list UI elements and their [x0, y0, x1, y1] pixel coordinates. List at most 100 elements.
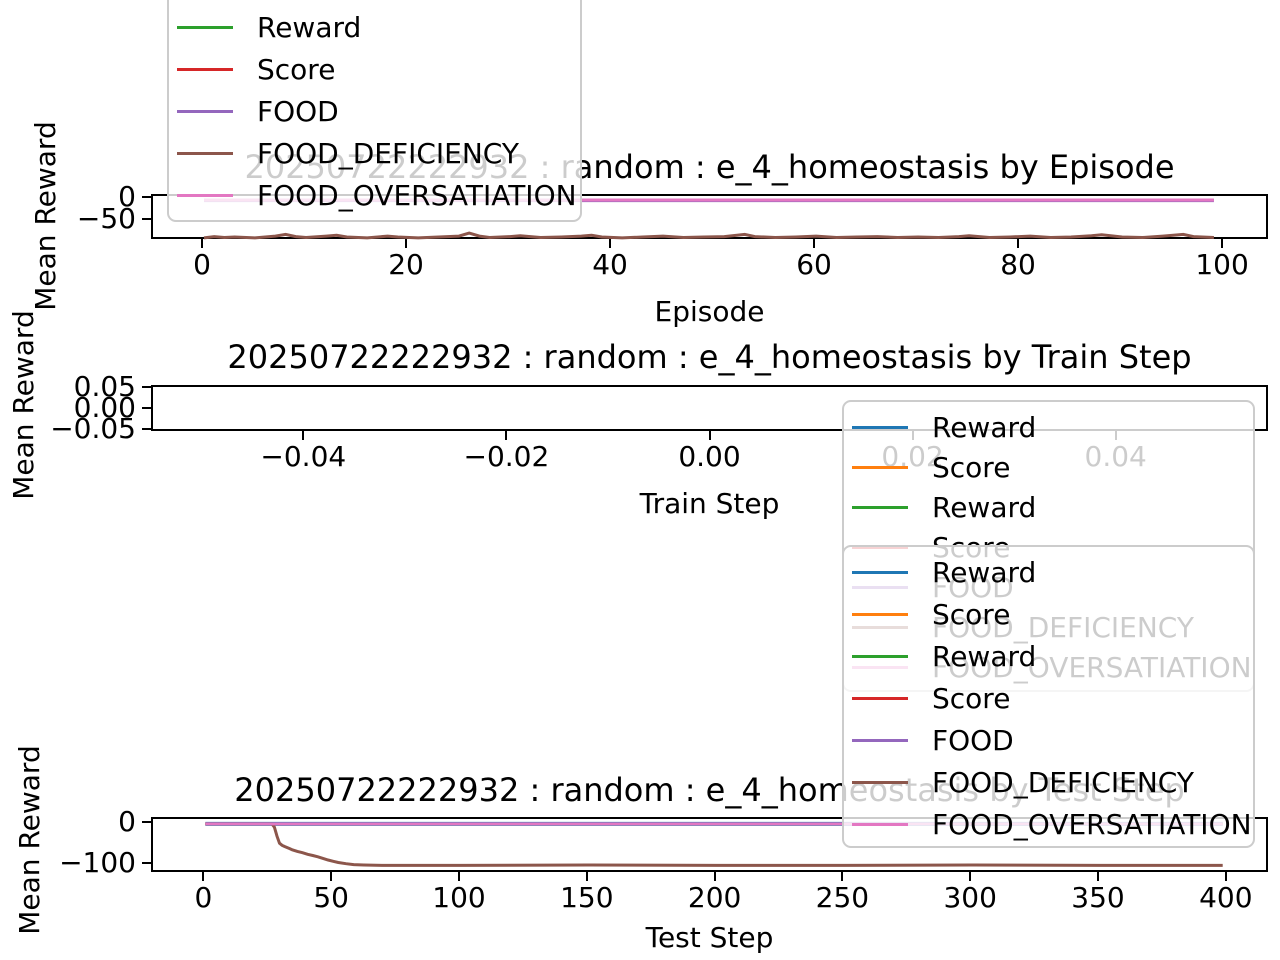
legend-line-sample — [852, 612, 908, 616]
legend-label: FOOD_OVERSATIATION — [257, 178, 577, 212]
y-tick-mark — [142, 386, 151, 389]
legend-line-sample — [852, 570, 908, 574]
legend-label: Score — [932, 450, 1011, 484]
y-tick-label: 0 — [118, 804, 136, 838]
x-tick-mark — [458, 872, 460, 881]
legend-entry: Score — [169, 48, 580, 90]
y-tick-mark — [142, 820, 151, 823]
legend-line-sample — [852, 425, 908, 429]
x-tick-label: 0 — [193, 248, 211, 281]
legend-entry: Reward — [844, 487, 1253, 527]
x-tick-label: 350 — [1071, 881, 1125, 914]
x-tick-mark — [1221, 239, 1224, 248]
x-tick-mark — [713, 872, 716, 881]
x-tick-label: 200 — [687, 881, 742, 914]
legend-line-sample — [852, 780, 908, 784]
legend-line-sample — [852, 654, 908, 658]
test-y-axis-label: Mean Reward — [13, 745, 46, 935]
legend-label: FOOD — [932, 723, 1014, 757]
train-plot-title: 20250722222932 : random : e_4_homeostasi… — [227, 338, 1192, 376]
legend-entry: Reward — [844, 551, 1253, 593]
legend-label: Score — [257, 52, 336, 86]
legend-line-sample — [177, 151, 233, 155]
x-tick-label: 300 — [943, 881, 997, 914]
x-tick-mark — [302, 431, 305, 440]
legend-label: FOOD_DEFICIENCY — [932, 765, 1194, 799]
x-tick-label: 250 — [815, 881, 870, 914]
x-tick-mark — [813, 239, 816, 248]
test-legend: Reward Score Reward Score FOOD FOOD_DEFICIENC… — [842, 545, 1255, 848]
x-tick-mark — [708, 431, 711, 440]
legend-label: Reward — [932, 639, 1037, 673]
x-tick-label: 40 — [592, 248, 628, 281]
x-tick-mark — [585, 872, 588, 881]
legend-line-sample — [852, 696, 908, 700]
x-tick-mark — [202, 872, 205, 881]
y-tick-mark — [142, 407, 151, 409]
legend-label: Reward — [932, 410, 1037, 444]
x-tick-label: 80 — [1000, 248, 1036, 281]
y-tick-label: 0.00 — [73, 391, 136, 424]
y-tick-mark — [142, 218, 151, 221]
legend-label: Reward — [932, 555, 1037, 589]
episode-legend: Reward Score FOOD FOOD_DEFICIENCY FOOD_OVERS… — [167, 0, 582, 222]
test-x-axis-label: Test Step — [645, 921, 774, 954]
x-tick-mark — [505, 431, 508, 440]
y-tick-mark — [142, 196, 151, 199]
legend-entry: FOOD — [169, 90, 580, 132]
legend-label: Score — [932, 681, 1011, 715]
legend-entry: FOOD_OVERSATIATION — [844, 803, 1253, 845]
legend-entry: Score — [844, 447, 1253, 487]
episode-x-axis-label: Episode — [654, 295, 765, 328]
x-tick-label: 20 — [388, 248, 424, 281]
series-line-food_deficiency — [205, 822, 1223, 867]
legend-line-sample — [852, 505, 908, 509]
x-tick-mark — [1097, 872, 1100, 881]
x-tick-label: 400 — [1199, 881, 1253, 914]
x-tick-label: 0 — [194, 881, 213, 914]
legend-line-sample — [852, 465, 908, 469]
x-tick-mark — [405, 239, 408, 248]
legend-label: Reward — [257, 10, 362, 44]
y-tick-label: −50 — [76, 202, 136, 236]
x-tick-mark — [201, 239, 203, 248]
legend-label: Reward — [932, 490, 1037, 524]
legend-label: Score — [932, 597, 1011, 631]
legend-line-sample — [852, 738, 908, 742]
y-tick-label: −100 — [59, 845, 136, 879]
x-tick-label: 150 — [560, 881, 614, 914]
legend-line-sample — [177, 109, 233, 113]
train-x-axis-label: Train Step — [639, 487, 780, 520]
y-tick-label: 0.05 — [73, 370, 136, 404]
x-tick-mark — [841, 872, 844, 881]
legend-label: FOOD_OVERSATIATION — [932, 807, 1252, 841]
legend-entry: FOOD_DEFICIENCY — [844, 761, 1253, 803]
legend-label: FOOD_DEFICIENCY — [257, 136, 519, 170]
x-tick-label: −0.02 — [463, 440, 550, 473]
legend-entry: FOOD_OVERSATIATION — [169, 174, 580, 216]
legend-entry: Reward — [844, 635, 1253, 677]
legend-entry: Score — [844, 677, 1253, 719]
x-tick-label: 100 — [1195, 248, 1249, 281]
x-tick-mark — [1224, 872, 1227, 881]
legend-entry: FOOD_DEFICIENCY — [169, 132, 580, 174]
legend-entry: Score — [844, 593, 1253, 635]
x-tick-label: 50 — [313, 881, 349, 914]
x-tick-mark — [609, 239, 612, 248]
x-tick-mark — [969, 872, 972, 881]
legend-line-sample — [177, 193, 233, 197]
x-tick-label: 0.00 — [678, 440, 741, 473]
y-tick-label: 0 — [118, 180, 136, 214]
x-tick-label: 100 — [432, 881, 486, 914]
x-tick-label: −0.04 — [260, 440, 347, 473]
y-tick-mark — [142, 427, 151, 430]
x-tick-label: 60 — [796, 248, 832, 281]
x-tick-mark — [1017, 239, 1020, 248]
legend-entry: Reward — [844, 407, 1253, 447]
legend-entry: Reward — [169, 6, 580, 48]
y-tick-mark — [142, 861, 151, 864]
legend-line-sample — [852, 822, 908, 826]
x-tick-mark — [330, 872, 333, 881]
legend-line-sample — [177, 25, 233, 29]
